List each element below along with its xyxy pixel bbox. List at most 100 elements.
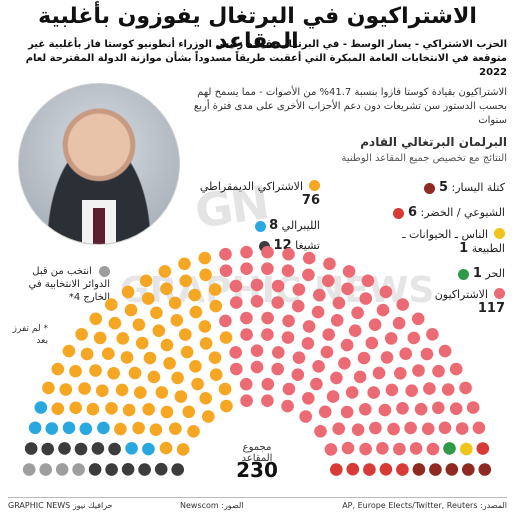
tie-shape xyxy=(93,208,105,244)
seat-mark xyxy=(198,251,212,265)
legend-label: الاشتراكيون xyxy=(434,288,488,301)
seat-mark xyxy=(338,357,351,370)
seat-mark xyxy=(55,463,69,476)
seat-mark xyxy=(250,278,264,292)
seat-mark xyxy=(51,362,65,376)
seat-mark xyxy=(108,316,122,330)
seat-mark xyxy=(45,422,59,435)
seat-mark xyxy=(462,463,475,476)
seat-mark xyxy=(69,401,82,415)
legend-item-livre: الحر 1 xyxy=(452,266,505,281)
page-title: الاشتراكيون في البرتغال يفوزون بأغلبية ا… xyxy=(38,4,477,54)
legend-label: الناس ـ الحيوانات ـ الطبيعة xyxy=(402,228,505,255)
seat-mark xyxy=(149,423,163,437)
seat-mark xyxy=(271,296,285,309)
seat-mark xyxy=(229,346,242,359)
seat-mark xyxy=(189,360,202,373)
seat-mark xyxy=(378,403,392,417)
seat-mark xyxy=(372,366,386,380)
seat-mark xyxy=(310,377,323,391)
seat-mark xyxy=(302,268,315,282)
seat-mark xyxy=(142,403,155,416)
seat-mark xyxy=(365,336,379,350)
seat-mark xyxy=(261,328,274,341)
seat-mark xyxy=(359,442,372,456)
seat-mark xyxy=(240,328,253,341)
seat-mark xyxy=(89,364,102,377)
legend-item-socialists: الاشتراكيون 117 xyxy=(435,288,505,316)
seat-mark xyxy=(191,377,204,391)
seat-mark xyxy=(292,283,306,296)
legend-dot-icon xyxy=(458,268,470,280)
seat-mark xyxy=(138,463,151,476)
legend-label: الشيوعي / الخضر: xyxy=(420,206,505,219)
legend-seats: 8 xyxy=(269,218,279,233)
seat-mark xyxy=(199,392,212,405)
seat-mark xyxy=(299,410,313,423)
total-seats-value: 230 xyxy=(236,458,278,482)
seat-mark xyxy=(324,443,338,456)
seat-mark xyxy=(472,421,486,435)
seat-mark xyxy=(93,331,107,345)
legend-subtitle: النتائج مع تخصيص جميع المقاعد الوطنية xyxy=(341,153,507,164)
seat-mark xyxy=(59,383,73,396)
seat-mark xyxy=(121,463,135,476)
seat-mark xyxy=(122,403,136,417)
seat-mark xyxy=(476,442,490,455)
seat-mark xyxy=(116,332,130,345)
seat-mark xyxy=(179,274,192,288)
seat-mark xyxy=(359,403,372,416)
seat-mark xyxy=(380,351,394,364)
seat-mark xyxy=(125,442,138,455)
seat-mark xyxy=(158,265,172,278)
seat-mark xyxy=(313,288,326,302)
legend-dot-icon xyxy=(424,182,436,194)
legend-item-psd: الاشتراكي الديمقراطي 76 xyxy=(200,180,320,208)
seat-mark xyxy=(332,296,346,310)
seat-mark xyxy=(322,274,335,288)
seat-mark xyxy=(128,366,142,380)
legend-item-liberal: الليبرالي 8 xyxy=(249,218,320,233)
seat-mark xyxy=(250,344,264,358)
seat-mark xyxy=(240,394,253,408)
seat-mark xyxy=(176,443,190,456)
seat-mark xyxy=(330,314,344,327)
seat-mark xyxy=(171,463,184,476)
seat-mark xyxy=(250,295,264,308)
seat-mark xyxy=(330,371,343,385)
seat-mark xyxy=(230,296,243,309)
seat-mark xyxy=(271,362,285,376)
seat-mark xyxy=(208,351,222,365)
seat-mark xyxy=(384,332,398,345)
seat-mark xyxy=(209,299,223,313)
seat-mark xyxy=(311,305,325,319)
seat-mark xyxy=(420,347,434,361)
seat-mark xyxy=(141,292,155,305)
seat-mark xyxy=(91,442,105,455)
seat-mark xyxy=(445,463,459,476)
seat-mark xyxy=(41,442,54,456)
seat-mark xyxy=(441,383,455,396)
seat-mark xyxy=(353,370,367,384)
seat-mark xyxy=(219,331,233,344)
seat-mark xyxy=(385,383,399,397)
seat-mark xyxy=(72,463,85,476)
seat-mark xyxy=(291,299,305,313)
seat-mark xyxy=(438,344,452,358)
seat-mark xyxy=(426,442,440,456)
seat-mark xyxy=(291,368,305,382)
abroad-legend: انتخب من قبل الدوائر الانتخابية في الخار… xyxy=(10,265,110,304)
seat-mark xyxy=(396,402,409,415)
subtitle: الحزب الاشتراكي - يسار الوسط - في البرتغ… xyxy=(25,39,507,78)
legend-seats: 117 xyxy=(477,301,505,316)
seat-mark xyxy=(411,312,425,326)
seat-mark xyxy=(261,311,274,325)
seat-mark xyxy=(240,262,253,276)
seat-mark xyxy=(351,306,364,320)
seat-mark xyxy=(330,463,343,476)
seat-mark xyxy=(301,337,315,350)
legend-dot-icon xyxy=(494,228,505,239)
seat-mark xyxy=(404,421,417,435)
legend-dot-icon xyxy=(99,265,110,277)
seat-mark xyxy=(171,371,184,385)
